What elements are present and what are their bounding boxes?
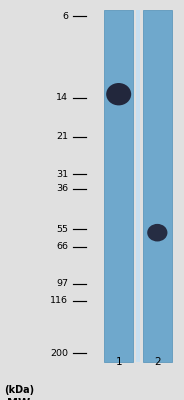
Point <box>85 282 88 286</box>
Text: 97: 97 <box>56 279 68 288</box>
Text: 66: 66 <box>56 242 68 251</box>
Point <box>72 186 74 191</box>
Point <box>85 95 88 100</box>
Point <box>85 244 88 249</box>
Point <box>72 227 74 232</box>
Bar <box>105 10 133 362</box>
Bar <box>143 10 171 362</box>
Bar <box>136 10 140 362</box>
Text: 2: 2 <box>154 357 161 367</box>
Text: 36: 36 <box>56 184 68 193</box>
Text: 31: 31 <box>56 170 68 179</box>
Point <box>85 351 88 356</box>
Ellipse shape <box>147 224 167 242</box>
Point <box>72 134 74 139</box>
Ellipse shape <box>106 83 131 105</box>
Point <box>85 227 88 232</box>
Point <box>72 14 74 19</box>
Point <box>72 282 74 286</box>
Point <box>85 14 88 19</box>
Point <box>72 172 74 176</box>
Point <box>72 351 74 356</box>
Text: 6: 6 <box>62 12 68 21</box>
Point <box>85 298 88 303</box>
Point <box>85 134 88 139</box>
Text: 116: 116 <box>50 296 68 306</box>
Text: 21: 21 <box>56 132 68 141</box>
Text: (kDa): (kDa) <box>4 385 34 395</box>
Point <box>72 95 74 100</box>
Text: MW: MW <box>7 398 31 400</box>
Point <box>85 186 88 191</box>
Text: 1: 1 <box>115 357 122 367</box>
Text: 200: 200 <box>50 349 68 358</box>
Point <box>85 172 88 176</box>
Text: 55: 55 <box>56 225 68 234</box>
Text: 14: 14 <box>56 93 68 102</box>
Point <box>72 298 74 303</box>
Point <box>72 244 74 249</box>
